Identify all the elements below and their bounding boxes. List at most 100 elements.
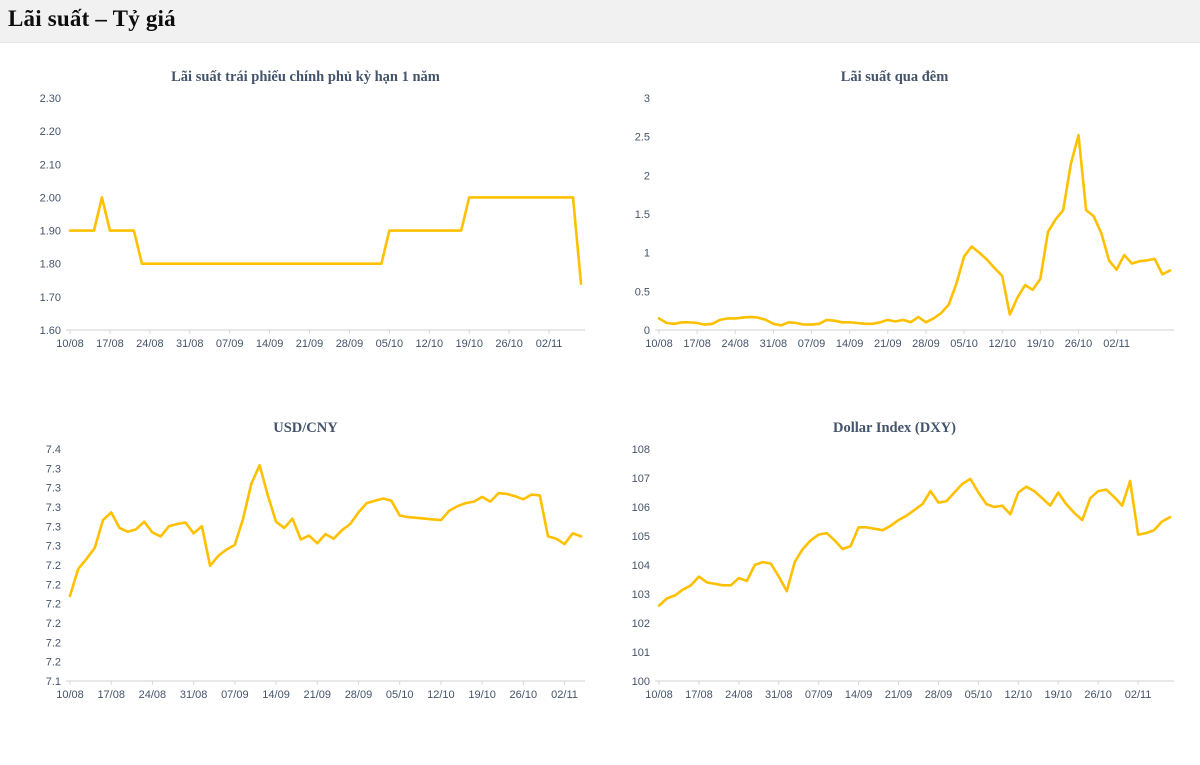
y-tick-label: 7.2: [46, 579, 61, 591]
chart-title-bond-yield: Lãi suất trái phiếu chính phủ kỳ hạn 1 n…: [171, 69, 440, 85]
chart-bond-yield-1y: Lãi suất trái phiếu chính phủ kỳ hạn 1 n…: [18, 69, 593, 360]
chart-title-usd-cny: USD/CNY: [273, 420, 338, 436]
x-tick-label: 12/10: [1005, 689, 1033, 701]
overnight-rate-line-chart: 3 2.5 2 1.5 1 0.5 010/08 17/08 24/08 31/08 07/09 14…: [635, 93, 1174, 350]
y-tick-label: 7.4: [46, 444, 61, 456]
y-tick-label: 7.3: [46, 463, 61, 475]
x-tick-label: 07/09: [798, 338, 826, 350]
x-tick-label: 28/09: [345, 689, 373, 701]
x-tick-label: 07/09: [221, 689, 249, 701]
y-tick-label: 0: [644, 325, 650, 337]
x-tick-label: 31/08: [176, 338, 204, 350]
y-tick-label: 107: [632, 473, 650, 485]
x-tick-label: 24/08: [136, 338, 164, 350]
x-tick-label: 21/09: [874, 338, 902, 350]
y-tick-label: 7.1: [46, 676, 61, 688]
x-tick-label: 10/08: [56, 689, 84, 701]
y-tick-label: 1.80: [40, 259, 61, 271]
y-tick-label: 2.5: [635, 132, 650, 144]
x-tick-label: 19/10: [1027, 338, 1055, 350]
y-tick-label: 7.3: [46, 521, 61, 533]
x-tick-label: 28/09: [925, 689, 953, 701]
y-tick-label: 7.2: [46, 637, 61, 649]
x-tick-label: 12/10: [416, 338, 444, 350]
x-tick-label: 12/10: [427, 689, 455, 701]
x-tick-label: 17/08: [97, 689, 125, 701]
x-tick-label: 26/10: [1065, 338, 1093, 350]
chart-title-dollar-index: Dollar Index (DXY): [833, 420, 956, 436]
y-axis-labels: 3 2.5 2 1.5 1 0.5 0: [635, 93, 650, 337]
page-title: Lãi suất – Tỷ giá: [8, 6, 176, 31]
y-tick-label: 0.5: [635, 286, 650, 298]
x-tick-label: 05/10: [950, 338, 978, 350]
x-tick-label: 24/08: [725, 689, 753, 701]
x-axis: 10/08 17/08 24/08 31/08 07/09 14/09 21/09 28/09…: [56, 329, 585, 350]
x-tick-label: 02/11: [1125, 689, 1152, 701]
y-tick-label: 2.00: [40, 192, 61, 204]
x-tick-label: 17/08: [685, 689, 713, 701]
x-tick-label: 28/09: [912, 338, 940, 350]
y-tick-label: 2.20: [40, 126, 61, 138]
y-tick-label: 102: [632, 618, 650, 630]
x-axis: 10/08 17/08 24/08 31/08 07/09 14/09 21/09 28/09…: [645, 680, 1174, 701]
x-tick-label: 21/09: [296, 338, 324, 350]
x-tick-label: 26/10: [495, 338, 523, 350]
y-tick-label: 1.60: [40, 325, 61, 337]
y-tick-label: 7.2: [46, 560, 61, 572]
x-tick-label: 31/08: [765, 689, 793, 701]
x-tick-label: 21/09: [303, 689, 331, 701]
overnight-rate-series-line: [657, 133, 1172, 327]
y-tick-label: 2: [644, 170, 650, 182]
x-tick-label: 02/11: [536, 338, 563, 350]
y-axis-labels: 108 107 106 105 104 103 102 101 100: [632, 444, 650, 688]
x-tick-label: 24/08: [722, 338, 750, 350]
x-tick-label: 17/08: [683, 338, 711, 350]
y-tick-label: 7.2: [46, 618, 61, 630]
y-tick-label: 2.10: [40, 159, 61, 171]
x-tick-label: 10/08: [645, 338, 673, 350]
x-tick-label: 05/10: [965, 689, 993, 701]
y-tick-label: 1.90: [40, 226, 61, 238]
x-tick-label: 05/10: [376, 338, 404, 350]
y-tick-label: 101: [632, 647, 650, 659]
x-tick-label: 19/10: [468, 689, 496, 701]
y-tick-label: 103: [632, 589, 650, 601]
y-tick-label: 7.2: [46, 657, 61, 669]
chart-overnight-rate: Lãi suất qua đêm 3 2.5 2 1.5 1 0.5 0 10/08 17/08…: [607, 69, 1182, 360]
y-axis-labels: 2.30 2.20 2.10 2.00 1.90 1.80 1.70 1.60: [40, 93, 61, 337]
x-tick-label: 14/09: [845, 689, 873, 701]
y-tick-label: 1.70: [40, 292, 61, 304]
chart-dollar-index: Dollar Index (DXY) 108 107 106 105 104 103 102…: [607, 420, 1182, 711]
x-tick-label: 14/09: [256, 338, 284, 350]
x-tick-label: 05/10: [386, 689, 414, 701]
x-axis: 10/08 17/08 24/08 31/08 07/09 14/09 21/09 28/09…: [56, 680, 585, 701]
dollar-index-dxy-series-line: [657, 477, 1172, 607]
y-tick-label: 1: [644, 248, 650, 260]
x-tick-label: 31/08: [760, 338, 788, 350]
y-axis-labels: 7.4 7.3 7.3 7.3 7.3 7.3 7.2 7.2 7.2 7.2 7.2 7.2 7.1: [46, 444, 61, 688]
y-tick-label: 7.3: [46, 483, 61, 495]
y-tick-label: 7.3: [46, 502, 61, 514]
y-tick-label: 1.5: [635, 209, 650, 221]
y-tick-label: 100: [632, 676, 650, 688]
chart-usd-cny: USD/CNY 7.4 7.3 7.3 7.3 7.3 7.3 7.2 7.2 7.2 7.2 7.…: [18, 420, 593, 711]
x-axis: 10/08 17/08 24/08 31/08 07/09 14/09 21/09 28/09…: [645, 329, 1174, 350]
chart-title-overnight-rate: Lãi suất qua đêm: [840, 69, 949, 85]
x-tick-label: 14/09: [836, 338, 864, 350]
x-tick-label: 21/09: [885, 689, 913, 701]
x-tick-label: 24/08: [139, 689, 167, 701]
usd-cny-line-chart: 7.47.37.37.37.37.37.27.27.27.27.27.27.11…: [46, 444, 585, 701]
y-tick-label: 105: [632, 531, 650, 543]
y-tick-label: 104: [632, 560, 650, 572]
y-tick-label: 7.2: [46, 599, 61, 611]
x-tick-label: 14/09: [262, 689, 290, 701]
x-tick-label: 02/11: [551, 689, 578, 701]
y-tick-label: 3: [644, 93, 650, 105]
x-tick-label: 26/10: [510, 689, 538, 701]
y-tick-label: 106: [632, 502, 650, 514]
x-tick-label: 31/08: [180, 689, 208, 701]
x-tick-label: 28/09: [336, 338, 364, 350]
y-tick-label: 7.3: [46, 541, 61, 553]
